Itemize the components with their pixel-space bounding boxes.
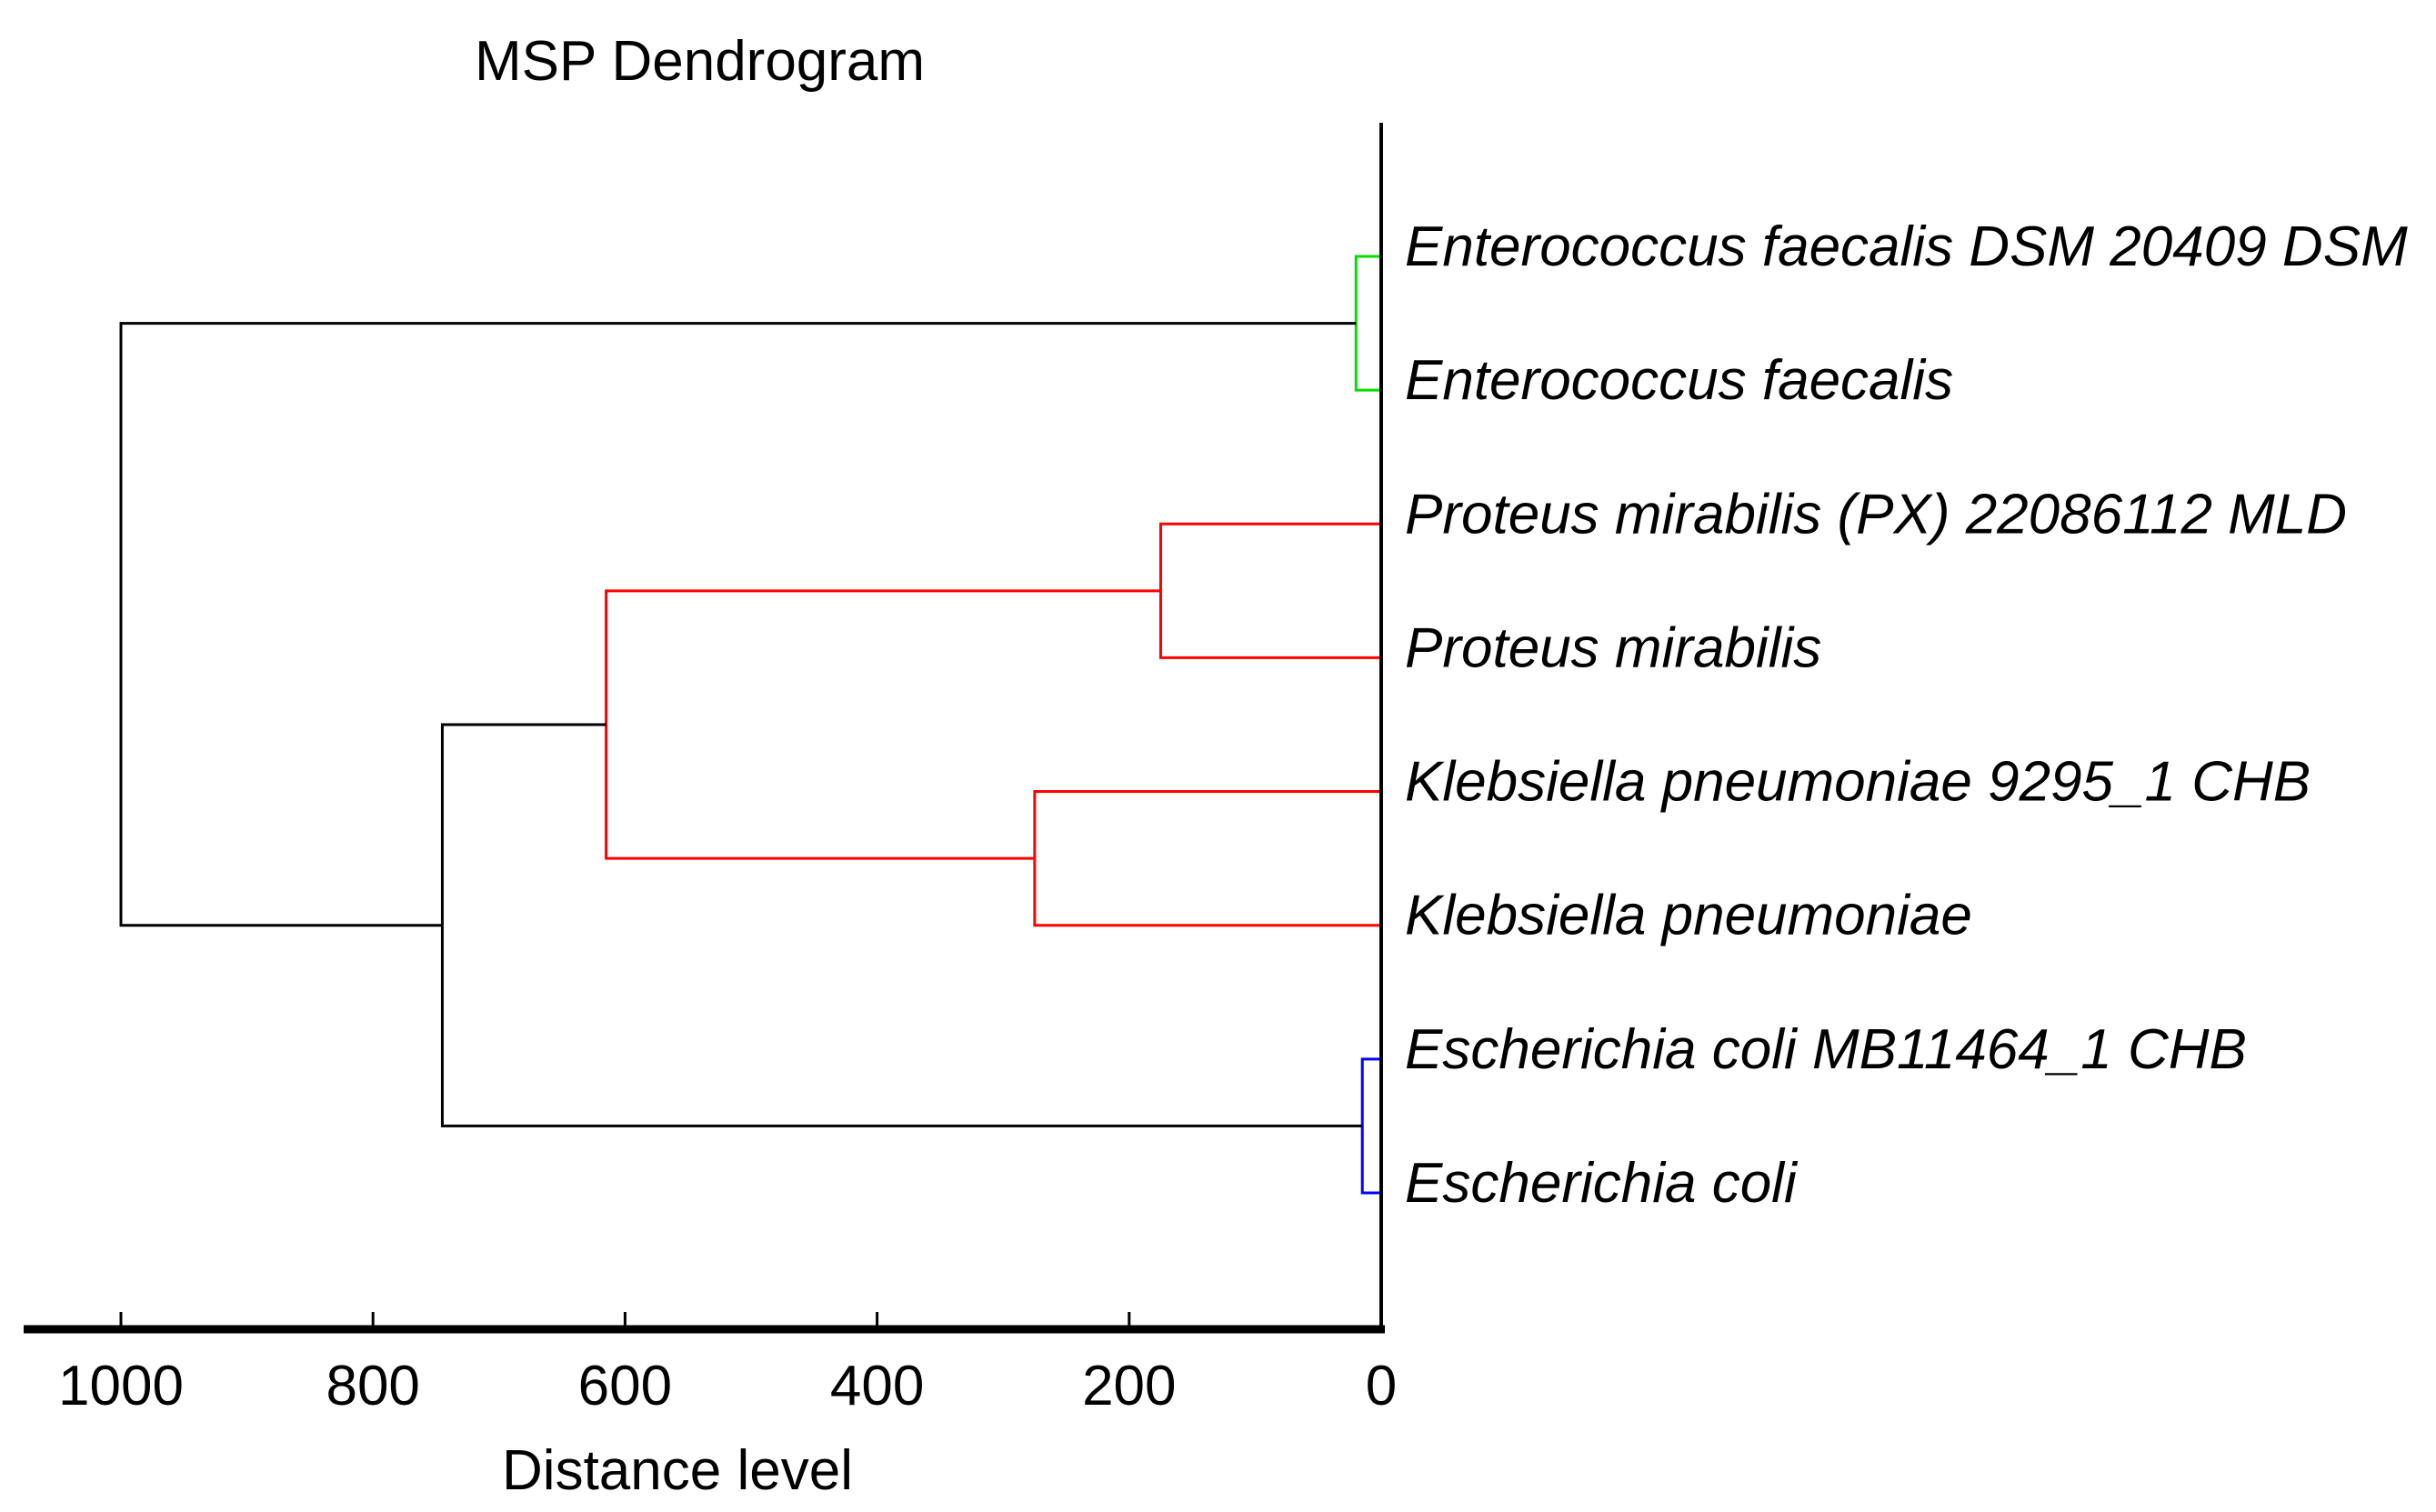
chart-title: MSP Dendrogram <box>475 30 926 93</box>
axis-tick-label-0: 0 <box>1366 1355 1397 1417</box>
axis-tick-label-1000: 1000 <box>58 1355 184 1417</box>
leaf-label: Klebsiella pneumoniae <box>1405 885 1972 947</box>
axis-tick-label-200: 200 <box>1082 1355 1176 1417</box>
axis-tick-label-400: 400 <box>830 1355 924 1417</box>
leaf-label: Proteus mirabilis <box>1405 616 1821 679</box>
leaf-label: Escherichia coli MB11464_1 CHB <box>1405 1018 2247 1081</box>
leaf-label: Proteus mirabilis (PX) 22086112 MLD <box>1405 483 2347 546</box>
axis-tick-label-600: 600 <box>578 1355 672 1417</box>
leaf-label: Escherichia coli <box>1405 1152 1799 1215</box>
x-axis-label: Distance level <box>502 1439 853 1502</box>
axis-tick-label-800: 800 <box>326 1355 419 1417</box>
dendrogram-branch-ecoli_pair <box>1360 1057 1381 1195</box>
dendrogram-branch-root <box>119 322 1357 927</box>
leaf-label: Enterococcus faecalis DSM 20409 DSM <box>1405 215 2408 278</box>
dendrogram-branch-proteus_klebsiella <box>605 589 1161 860</box>
leaf-label: Enterococcus faecalis <box>1405 349 1953 412</box>
dendrogram-branch-klebsiella_pair <box>1033 790 1381 927</box>
dendrogram-branch-enterococcus_pair <box>1354 255 1381 392</box>
leaf-label: Klebsiella pneumoniae 9295_1 CHB <box>1405 751 2311 814</box>
dendrogram-branch-proteus_pair <box>1158 522 1381 659</box>
